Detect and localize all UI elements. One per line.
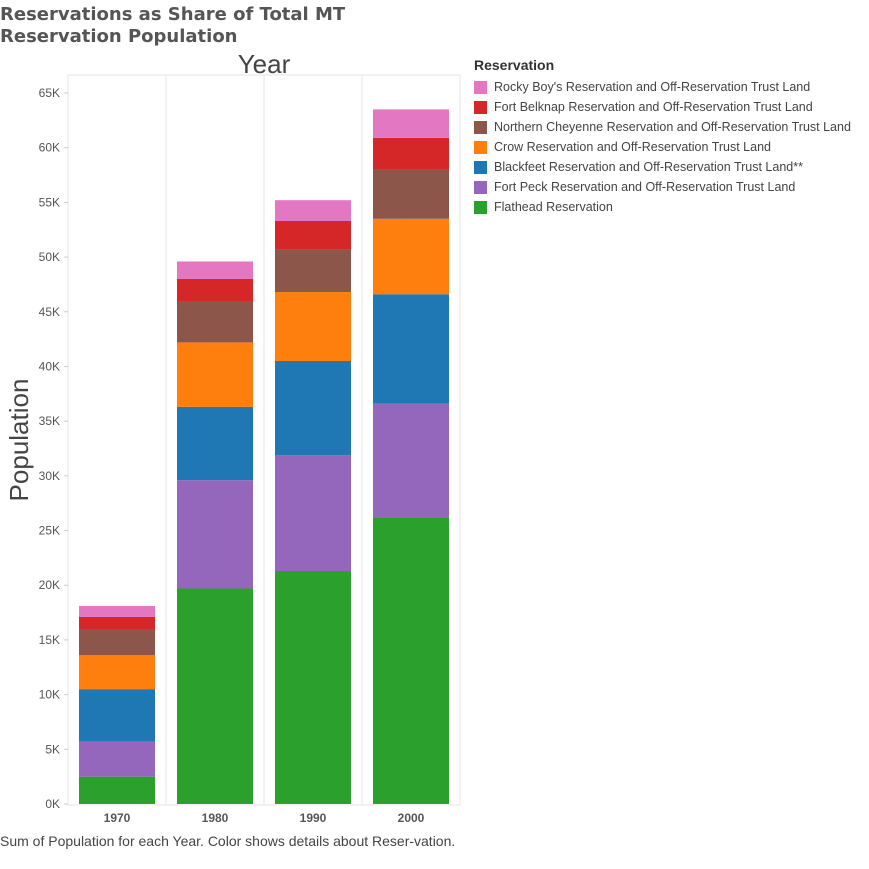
bar-segment[interactable] [177, 588, 253, 804]
bar-segment[interactable] [177, 301, 253, 343]
y-tick-label: 0K [45, 797, 60, 811]
legend-label: Northern Cheyenne Reservation and Off-Re… [494, 120, 851, 134]
bar-segment[interactable] [79, 616, 155, 629]
x-tick-label: 2000 [398, 811, 425, 825]
legend-swatch [474, 80, 487, 94]
legend-item[interactable]: Fort Belknap Reservation and Off-Reserva… [474, 97, 869, 117]
bar-segment[interactable] [79, 628, 155, 656]
pane-dividers [165, 75, 363, 805]
bar-segment[interactable] [373, 169, 449, 219]
bar-segment[interactable] [177, 278, 253, 302]
legend-item[interactable]: Northern Cheyenne Reservation and Off-Re… [474, 117, 869, 137]
y-tick-label: 25K [39, 524, 60, 538]
legend-item[interactable]: Crow Reservation and Off-Reservation Tru… [474, 137, 869, 157]
bar-segment[interactable] [177, 480, 253, 589]
bar-segment[interactable] [275, 571, 351, 804]
legend-swatch [474, 180, 487, 194]
legend-swatch [474, 160, 487, 174]
bar-segment[interactable] [79, 741, 155, 777]
x-axis: 1970 1980 1990 2000 [104, 811, 425, 825]
y-axis: 0K 5K 10K 15K 20K 25K 30K 35K 40K 45K 50K 55K 60K 65K [39, 86, 68, 811]
legend-title: Reservation [474, 57, 555, 73]
bar-segment[interactable] [79, 655, 155, 690]
bar-segment[interactable] [275, 360, 351, 456]
legend-swatch [474, 100, 487, 114]
y-tick-label: 15K [39, 633, 60, 647]
y-tick-label: 45K [39, 305, 60, 319]
bar-segment[interactable] [373, 294, 449, 404]
y-axis-title: Population [4, 379, 34, 502]
bars-group [79, 109, 449, 804]
y-tick-label: 30K [39, 469, 60, 483]
x-axis-title: Year [238, 49, 291, 79]
legend-item[interactable]: Fort Peck Reservation and Off-Reservatio… [474, 177, 869, 197]
bar-segment[interactable] [373, 403, 449, 518]
y-tick-label: 35K [39, 414, 60, 428]
bar-segment[interactable] [177, 261, 253, 279]
bar-segment[interactable] [275, 292, 351, 361]
legend-swatch [474, 120, 487, 134]
legend-label: Fort Belknap Reservation and Off-Reserva… [494, 100, 813, 114]
legend-label: Blackfeet Reservation and Off-Reservatio… [494, 160, 803, 174]
legend-item[interactable]: Flathead Reservation [474, 197, 869, 217]
x-tick-label: 1980 [202, 811, 229, 825]
bar-segment[interactable] [373, 517, 449, 804]
y-tick-label: 55K [39, 195, 60, 209]
x-tick-label: 1970 [104, 811, 131, 825]
bar-segment[interactable] [275, 249, 351, 293]
y-tick-label: 65K [39, 86, 60, 100]
bar-segment[interactable] [373, 137, 449, 170]
legend-label: Rocky Boy's Reservation and Off-Reservat… [494, 80, 811, 94]
bar-segment[interactable] [373, 109, 449, 138]
chart-caption: Sum of Population for each Year. Color s… [0, 833, 456, 849]
y-tick-label: 10K [39, 688, 60, 702]
legend-swatch [474, 140, 487, 154]
x-tick-label: 1990 [300, 811, 327, 825]
legend-label: Crow Reservation and Off-Reservation Tru… [494, 140, 771, 154]
legend-item[interactable]: Blackfeet Reservation and Off-Reservatio… [474, 157, 869, 177]
bar-segment[interactable] [79, 776, 155, 804]
bar-segment[interactable] [275, 455, 351, 572]
y-tick-label: 20K [39, 578, 60, 592]
legend-label: Fort Peck Reservation and Off-Reservatio… [494, 180, 796, 194]
bar-segment[interactable] [177, 406, 253, 481]
chart-title: Reservations as Share of Total MT Reserv… [0, 4, 346, 47]
legend: Reservation Rocky Boy's Reservation and … [474, 57, 869, 217]
y-tick-label: 40K [39, 359, 60, 373]
legend-label: Flathead Reservation [494, 200, 613, 214]
bar-segment[interactable] [79, 689, 155, 742]
legend-list: Rocky Boy's Reservation and Off-Reservat… [474, 77, 869, 217]
y-tick-label: 5K [45, 742, 60, 756]
bar-segment[interactable] [373, 218, 449, 295]
y-tick-label: 60K [39, 141, 60, 155]
bar-segment[interactable] [79, 606, 155, 617]
stacked-bar-chart: 0K 5K 10K 15K 20K 25K 30K 35K 40K 45K 50K 55K 60K 65K… [4, 49, 461, 825]
y-tick-label: 50K [39, 250, 60, 264]
bar-segment[interactable] [177, 342, 253, 407]
bar-segment[interactable] [275, 220, 351, 250]
legend-swatch [474, 200, 487, 214]
legend-item[interactable]: Rocky Boy's Reservation and Off-Reservat… [474, 77, 869, 97]
bar-segment[interactable] [275, 200, 351, 221]
